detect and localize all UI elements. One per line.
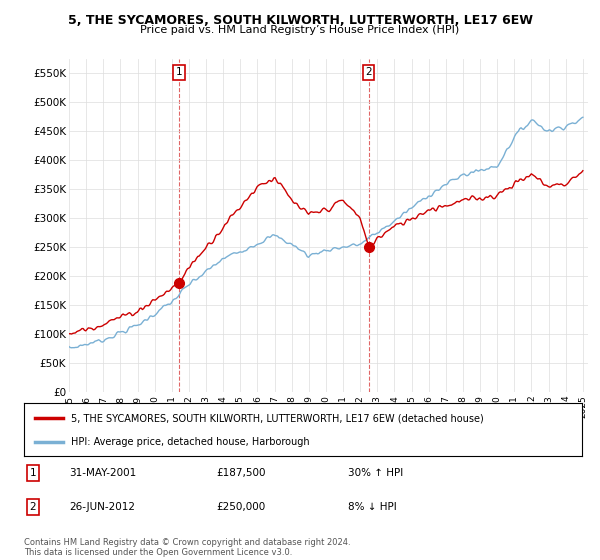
Text: 2: 2 — [365, 67, 372, 77]
Text: 26-JUN-2012: 26-JUN-2012 — [69, 502, 135, 512]
Text: 5, THE SYCAMORES, SOUTH KILWORTH, LUTTERWORTH, LE17 6EW (detached house): 5, THE SYCAMORES, SOUTH KILWORTH, LUTTER… — [71, 413, 484, 423]
Text: 1: 1 — [176, 67, 182, 77]
Text: 2: 2 — [29, 502, 37, 512]
Text: Price paid vs. HM Land Registry’s House Price Index (HPI): Price paid vs. HM Land Registry’s House … — [140, 25, 460, 35]
Text: HPI: Average price, detached house, Harborough: HPI: Average price, detached house, Harb… — [71, 436, 310, 446]
Text: £250,000: £250,000 — [216, 502, 265, 512]
Text: Contains HM Land Registry data © Crown copyright and database right 2024.
This d: Contains HM Land Registry data © Crown c… — [24, 538, 350, 557]
Text: 1: 1 — [29, 468, 37, 478]
Text: 8% ↓ HPI: 8% ↓ HPI — [348, 502, 397, 512]
Text: £187,500: £187,500 — [216, 468, 265, 478]
Text: 31-MAY-2001: 31-MAY-2001 — [69, 468, 136, 478]
Text: 5, THE SYCAMORES, SOUTH KILWORTH, LUTTERWORTH, LE17 6EW: 5, THE SYCAMORES, SOUTH KILWORTH, LUTTER… — [67, 14, 533, 27]
Text: 30% ↑ HPI: 30% ↑ HPI — [348, 468, 403, 478]
